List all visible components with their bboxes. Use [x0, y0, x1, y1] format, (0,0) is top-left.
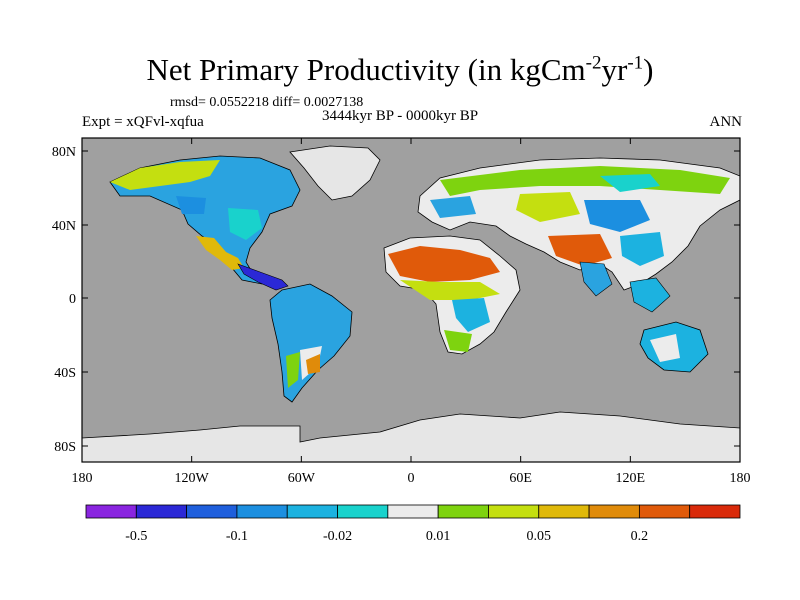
lon-label: 180	[730, 471, 751, 486]
colorbar-swatch	[337, 504, 389, 519]
colorbar-labels: -0.5 -0.1 -0.02 0.01 0.05 0.2	[125, 529, 648, 544]
lon-labels: 180 120W 60W 0 60E 120E 180	[72, 471, 751, 486]
lat-labels: 80N 40N 0 40S 80S	[52, 145, 76, 455]
colorbar-label: -0.5	[125, 529, 147, 544]
south-asia	[579, 261, 613, 297]
colorbar-label: -0.1	[226, 529, 248, 544]
colorbar-swatch	[538, 504, 590, 519]
colorbar-swatch	[186, 504, 238, 519]
colorbar-label: 0.05	[527, 529, 552, 544]
period-label: 3444kyr BP - 0000kyr BP	[322, 108, 479, 124]
antarctica	[82, 411, 740, 462]
colorbar-swatch	[488, 504, 540, 519]
lat-label: 80S	[54, 440, 76, 455]
colorbar-swatch	[286, 504, 338, 519]
lon-label: 60W	[288, 471, 316, 486]
lat-label: 40S	[54, 366, 76, 381]
colorbar-swatch	[689, 504, 741, 519]
axis-ticks	[81, 138, 741, 462]
colorbar-swatch	[85, 504, 137, 519]
lon-label: 120E	[616, 471, 646, 486]
greenland	[289, 145, 381, 201]
lon-label: 120W	[175, 471, 210, 486]
central-america	[237, 263, 289, 291]
colorbar-swatch	[588, 504, 640, 519]
lat-label: 80N	[52, 145, 76, 160]
colorbar-label: 0.01	[426, 529, 451, 544]
lat-label: 40N	[52, 219, 76, 234]
lon-label: 0	[408, 471, 415, 486]
map-title: Net Primary Productivity (in kgCm-2yr-1)	[146, 52, 654, 87]
stats-label: rmsd= 0.0552218 diff= 0.0027138	[170, 95, 364, 110]
colorbar-swatch	[135, 504, 188, 519]
colorbar-swatch	[638, 504, 691, 519]
lat-label: 0	[69, 292, 76, 307]
season-label: ANN	[709, 114, 743, 130]
lon-label: 180	[72, 471, 93, 486]
colorbar-swatch	[387, 504, 439, 519]
colorbar-label: 0.2	[631, 529, 649, 544]
colorbar-swatch	[236, 504, 288, 519]
colorbar	[85, 504, 741, 519]
experiment-label: Expt = xQFvl-xqfua	[82, 114, 204, 130]
lon-label: 60E	[509, 471, 532, 486]
colorbar-label: -0.02	[323, 529, 352, 544]
colorbar-swatch	[437, 504, 489, 519]
